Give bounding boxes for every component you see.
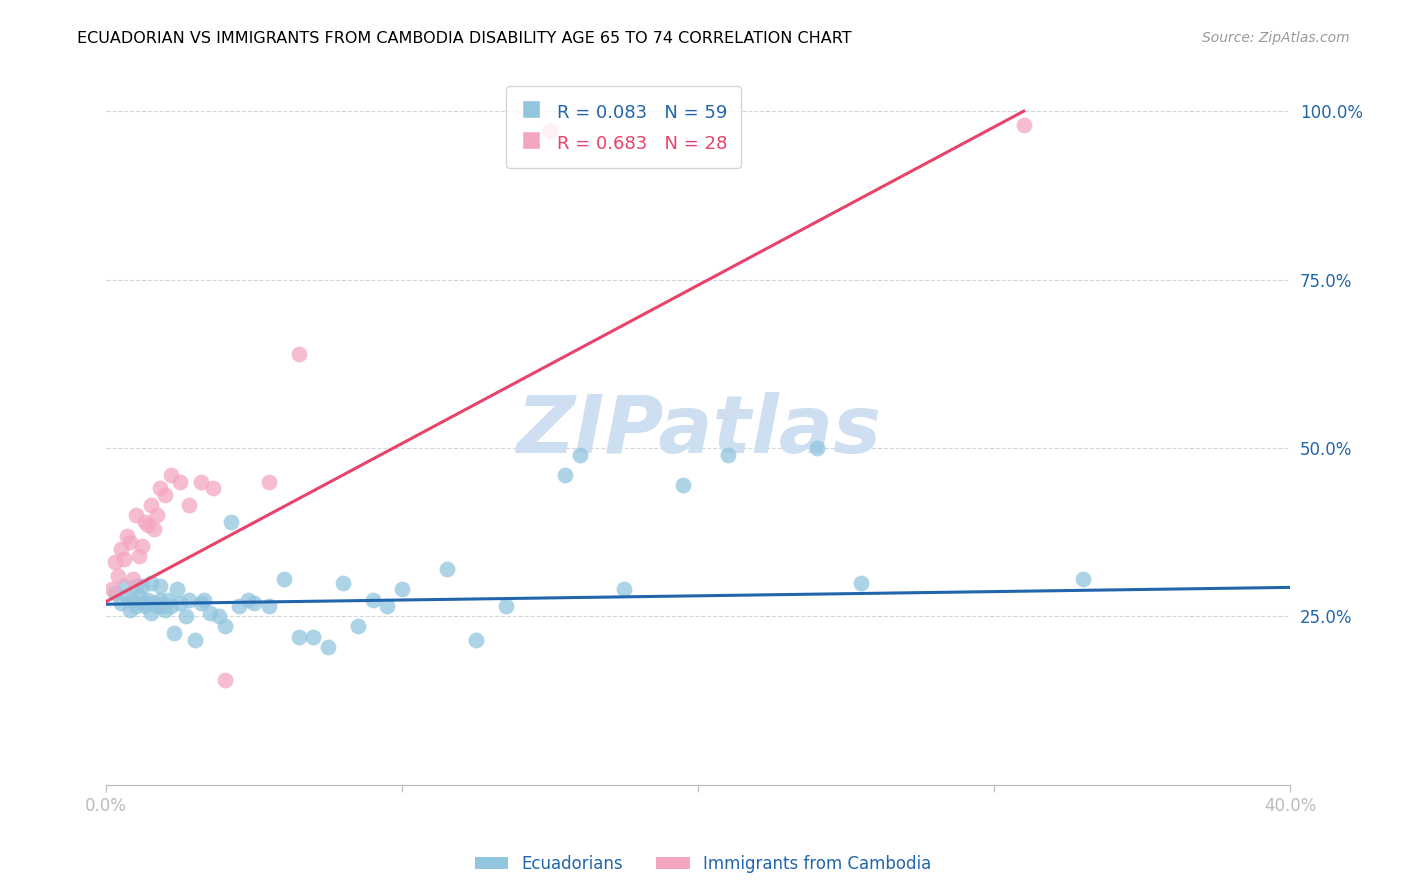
Point [198,606,221,620]
Point [1071,572,1094,586]
Point [190,475,212,489]
Point [125,599,148,614]
Point [125,579,148,593]
Point [139,498,162,512]
Point [122,572,145,586]
Point [157,592,180,607]
Point [110,596,132,610]
Point [115,589,138,603]
Point [155,488,177,502]
Point [118,602,141,616]
Point [179,498,201,512]
Point [243,596,266,610]
Text: Source: ZipAtlas.com: Source: ZipAtlas.com [1202,31,1350,45]
Point [190,596,212,610]
Point [139,575,162,590]
Point [101,582,124,597]
Point [118,535,141,549]
Point [152,599,174,614]
Point [163,626,186,640]
Point [257,475,280,489]
Point [219,515,242,529]
Point [174,609,197,624]
Point [131,579,153,593]
Point [717,448,740,462]
Point [214,619,236,633]
Point [104,556,127,570]
Point [287,346,309,360]
Point [155,602,177,616]
Point [142,522,165,536]
Point [145,599,167,614]
Point [201,481,224,495]
Point [122,592,145,607]
Point [465,632,488,647]
Point [208,609,231,624]
Point [806,441,828,455]
Point [128,549,150,563]
Point [179,592,201,607]
Point [361,592,384,607]
Point [495,599,517,614]
Point [184,632,207,647]
Point [134,515,156,529]
Point [148,592,170,607]
Point [377,599,399,614]
Point [148,579,170,593]
Point [316,640,339,654]
Point [568,448,591,462]
Point [148,481,170,495]
Point [125,508,148,523]
Point [139,606,162,620]
Point [160,467,183,482]
Point [302,630,325,644]
Point [849,575,872,590]
Point [436,562,458,576]
Point [136,518,159,533]
Point [169,596,191,610]
Legend: Ecuadorians, Immigrants from Cambodia: Ecuadorians, Immigrants from Cambodia [468,848,938,880]
Point [257,599,280,614]
Point [273,572,295,586]
Legend: R = 0.083   N = 59, R = 0.683   N = 28: R = 0.083 N = 59, R = 0.683 N = 28 [506,87,741,169]
Point [112,552,135,566]
Point [136,592,159,607]
Point [145,508,167,523]
Point [672,478,695,492]
Point [169,475,191,489]
Point [166,582,188,597]
Point [128,589,150,603]
Point [287,630,309,644]
Point [104,586,127,600]
Point [554,467,576,482]
Point [112,579,135,593]
Point [193,592,215,607]
Point [115,528,138,542]
Point [332,575,354,590]
Text: ZIPatlas: ZIPatlas [516,392,880,470]
Point [214,673,236,688]
Point [142,596,165,610]
Point [538,124,561,138]
Point [238,592,260,607]
Point [613,582,636,597]
Point [160,599,183,614]
Point [107,569,129,583]
Point [1012,118,1035,132]
Point [391,582,413,597]
Point [228,599,250,614]
Point [110,541,132,556]
Point [134,596,156,610]
Point [131,539,153,553]
Text: ECUADORIAN VS IMMIGRANTS FROM CAMBODIA DISABILITY AGE 65 TO 74 CORRELATION CHART: ECUADORIAN VS IMMIGRANTS FROM CAMBODIA D… [77,31,852,46]
Point [346,619,368,633]
Point [134,599,156,614]
